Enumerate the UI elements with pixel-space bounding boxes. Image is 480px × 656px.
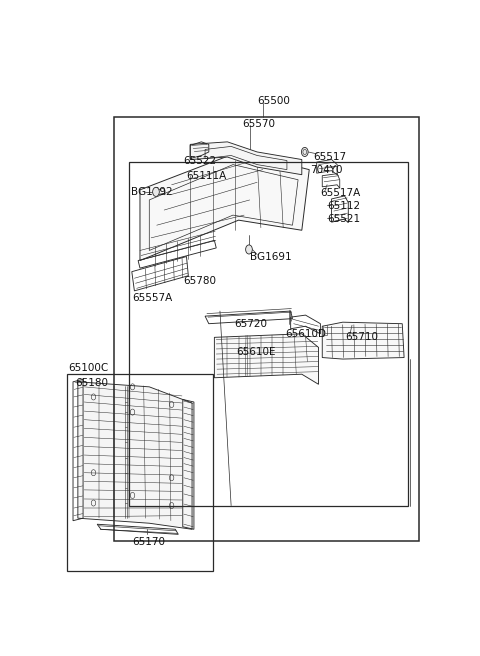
Text: 65180: 65180 bbox=[75, 378, 108, 388]
Polygon shape bbox=[140, 152, 309, 260]
Text: 65710: 65710 bbox=[346, 333, 379, 342]
Polygon shape bbox=[322, 322, 404, 359]
Bar bbox=[129, 162, 408, 506]
Text: BG1692: BG1692 bbox=[132, 188, 173, 197]
Text: 65517: 65517 bbox=[313, 152, 346, 162]
Text: BG1691: BG1691 bbox=[250, 251, 291, 262]
Text: 65557A: 65557A bbox=[132, 293, 172, 304]
Text: 65522: 65522 bbox=[183, 155, 216, 165]
Circle shape bbox=[246, 245, 252, 254]
Circle shape bbox=[301, 148, 308, 157]
Text: 65720: 65720 bbox=[234, 319, 267, 329]
Text: 65170: 65170 bbox=[132, 537, 166, 547]
Text: 65500: 65500 bbox=[257, 96, 290, 106]
Text: 65111A: 65111A bbox=[186, 171, 227, 180]
Polygon shape bbox=[190, 142, 302, 174]
Text: 65570: 65570 bbox=[242, 119, 275, 129]
Text: 65610E: 65610E bbox=[237, 348, 276, 358]
Text: 65610D: 65610D bbox=[285, 329, 326, 338]
Text: 65112: 65112 bbox=[327, 201, 360, 211]
Text: 65521: 65521 bbox=[327, 214, 360, 224]
Text: 704Y0: 704Y0 bbox=[310, 165, 343, 174]
Bar bbox=[67, 374, 213, 571]
Text: 65517A: 65517A bbox=[321, 188, 360, 198]
Text: 65100C: 65100C bbox=[68, 363, 108, 373]
Bar bbox=[114, 117, 419, 541]
Text: 65780: 65780 bbox=[183, 276, 216, 286]
Polygon shape bbox=[215, 334, 319, 384]
Circle shape bbox=[153, 188, 159, 196]
Polygon shape bbox=[78, 382, 192, 529]
